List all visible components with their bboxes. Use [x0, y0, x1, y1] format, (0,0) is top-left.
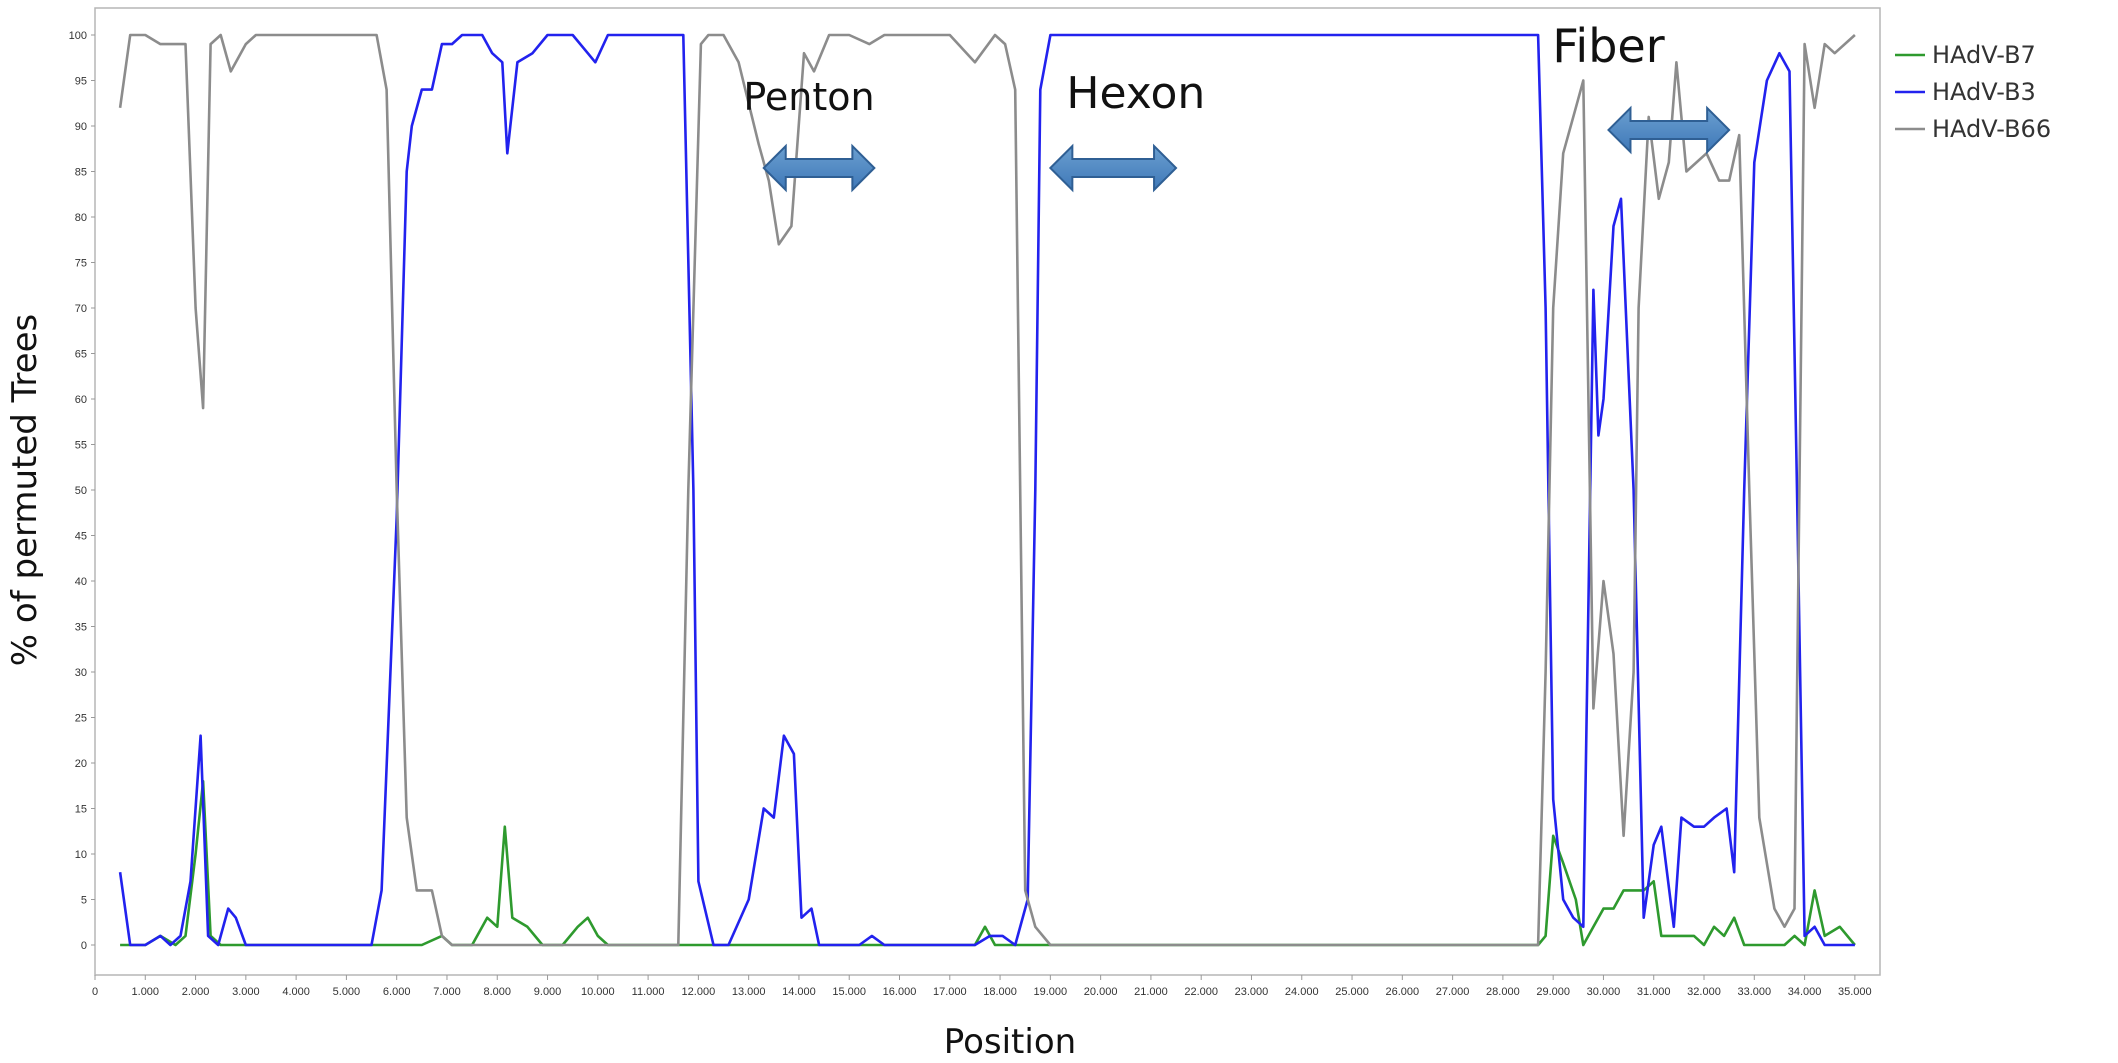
y-tick-label: 25 — [75, 713, 87, 725]
series-lines — [118, 33, 1856, 947]
y-tick-label: 100 — [69, 30, 87, 42]
x-tick-label: 34.000 — [1788, 986, 1822, 998]
annotation-label-fiber: Fiber — [1552, 19, 1664, 73]
y-tick-label: 90 — [75, 121, 87, 133]
x-tick-label: 18.000 — [983, 986, 1017, 998]
x-tick-label: 8.000 — [483, 986, 511, 998]
legend-label-hadv-b3: HAdV-B3 — [1932, 78, 2036, 106]
x-tick-label: 35.000 — [1838, 986, 1872, 998]
x-axis-ticks: 0 1.000 2.000 3.000 4.000 5.000 6.000 7.000 8.00… — [92, 975, 1872, 998]
y-tick-label: 20 — [75, 758, 87, 770]
y-tick-label: 30 — [75, 667, 87, 679]
y-tick-label: 80 — [75, 212, 87, 224]
annotation-label-hexon: Hexon — [1066, 68, 1205, 119]
plot-area-frame — [94, 7, 1881, 976]
x-tick-label: 3.000 — [232, 986, 260, 998]
x-tick-label: 31.000 — [1637, 986, 1671, 998]
y-tick-label: 0 — [81, 940, 87, 952]
x-tick-label: 15.000 — [832, 986, 866, 998]
y-tick-label: 40 — [75, 576, 87, 588]
x-tick-label: 12.000 — [682, 986, 716, 998]
x-axis-title: Position — [944, 1022, 1076, 1062]
legend-label-hadv-b7: HAdV-B7 — [1932, 41, 2036, 69]
annotation-arrow-hexon — [1048, 143, 1178, 193]
x-tick-label: 6.000 — [383, 986, 411, 998]
x-tick-label: 5.000 — [333, 986, 361, 998]
y-axis-title: % of permuted Trees — [5, 314, 45, 666]
region-annotations: Penton Hexon Fiber — [743, 19, 1731, 193]
x-tick-label: 10.000 — [581, 986, 615, 998]
series-line-hadv-b66 — [118, 33, 1856, 947]
x-tick-label: 20.000 — [1084, 986, 1118, 998]
y-tick-label: 10 — [75, 849, 87, 861]
y-tick-label: 60 — [75, 394, 87, 406]
series-line-hadv-b3 — [118, 33, 1855, 947]
y-tick-label: 15 — [75, 804, 87, 816]
x-tick-label: 21.000 — [1134, 986, 1168, 998]
y-tick-label: 85 — [75, 167, 87, 179]
x-tick-label: 27.000 — [1436, 986, 1470, 998]
x-tick-label: 7.000 — [433, 986, 461, 998]
y-tick-label: 95 — [75, 76, 87, 88]
y-tick-label: 65 — [75, 349, 87, 361]
y-tick-label: 35 — [75, 622, 87, 634]
x-tick-label: 4.000 — [282, 986, 310, 998]
annotation-arrow-fiber — [1607, 105, 1731, 155]
x-tick-label: 23.000 — [1235, 986, 1269, 998]
y-tick-label: 75 — [75, 258, 87, 270]
x-tick-label: 30.000 — [1587, 986, 1621, 998]
x-tick-label: 33.000 — [1737, 986, 1771, 998]
x-tick-label: 9.000 — [534, 986, 562, 998]
y-tick-label: 5 — [81, 895, 87, 907]
x-tick-label: 19.000 — [1034, 986, 1068, 998]
legend: HAdV-B7 HAdV-B3 HAdV-B66 — [1895, 41, 2051, 143]
y-tick-label: 55 — [75, 440, 87, 452]
y-tick-label: 50 — [75, 485, 87, 497]
annotation-arrow-penton — [762, 143, 876, 193]
annotation-label-penton: Penton — [743, 75, 874, 119]
x-tick-label: 14.000 — [782, 986, 816, 998]
y-axis-ticks: 0 5 10 15 20 25 30 35 40 45 50 55 60 65 70 75 80 85 90 95 10… — [69, 30, 95, 952]
x-tick-label: 32.000 — [1687, 986, 1721, 998]
x-tick-label: 1.000 — [132, 986, 160, 998]
x-tick-label: 13.000 — [732, 986, 766, 998]
x-tick-label: 17.000 — [933, 986, 967, 998]
y-tick-label: 70 — [75, 303, 87, 315]
x-tick-label: 29.000 — [1536, 986, 1570, 998]
x-tick-label: 11.000 — [632, 986, 665, 998]
legend-label-hadv-b66: HAdV-B66 — [1932, 115, 2051, 143]
x-tick-label: 2.000 — [182, 986, 210, 998]
x-tick-label: 24.000 — [1285, 986, 1319, 998]
x-tick-label: 16.000 — [883, 986, 917, 998]
x-tick-label: 26.000 — [1385, 986, 1419, 998]
x-tick-label: 22.000 — [1184, 986, 1218, 998]
x-tick-label: 28.000 — [1486, 986, 1520, 998]
x-tick-label: 0 — [92, 986, 98, 998]
x-tick-label: 25.000 — [1335, 986, 1369, 998]
y-tick-label: 45 — [75, 531, 87, 543]
